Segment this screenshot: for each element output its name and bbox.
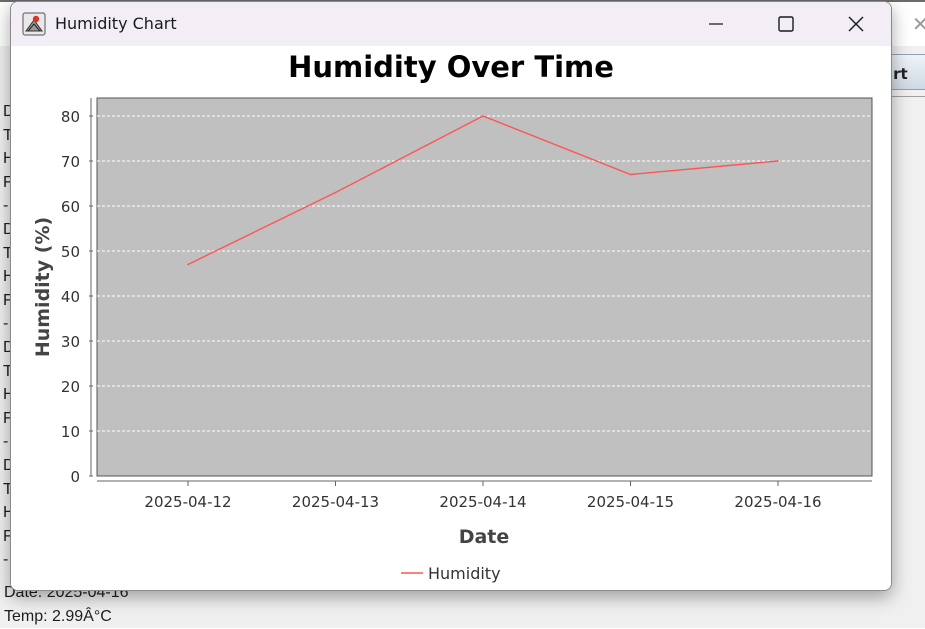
y-tick-label: 70: [61, 153, 80, 171]
close-button[interactable]: [821, 2, 891, 46]
log-line-fragment: D: [3, 220, 15, 238]
log-line-fragment: -: [3, 551, 9, 569]
log-line-fragment: F: [3, 173, 13, 191]
y-tick-label: 30: [61, 333, 80, 351]
maximize-icon: [778, 16, 794, 32]
y-tick-label: 40: [61, 288, 80, 306]
window-title: Humidity Chart: [55, 14, 177, 33]
y-tick-label: 60: [61, 198, 80, 216]
humidity-chart-window: Humidity Chart Humidity Over Time 0 10 20 30…: [10, 1, 892, 591]
log-line-fragment: -: [3, 433, 9, 451]
data-point: [187, 263, 189, 266]
log-line-fragment: D: [3, 103, 15, 120]
log-line-fragment: T: [3, 362, 13, 380]
background-divider: [890, 96, 925, 97]
log-line-fragment: D: [3, 456, 15, 474]
y-tick-label: 20: [61, 378, 80, 396]
chart-panel: Humidity Over Time 0 10 20 30 40 50 60 70 80 2025-…: [11, 46, 891, 590]
log-line-fragment: -: [3, 315, 9, 333]
log-line-fragment: F: [3, 291, 13, 309]
log-line-fragment: D: [3, 338, 15, 356]
log-line-fragment: T: [3, 126, 13, 144]
x-tick-label: 2025-04-15: [587, 493, 674, 511]
data-point: [629, 173, 632, 176]
close-icon: [848, 16, 864, 32]
plot-area: [96, 97, 873, 477]
log-line-fragment: F: [3, 409, 13, 427]
y-tick-label: 80: [61, 108, 80, 126]
x-tick-label: 2025-04-12: [144, 493, 231, 511]
humidity-line-chart: Humidity Over Time 0 10 20 30 40 50 60 70 80 2025-…: [32, 50, 873, 583]
y-tick-label: 10: [61, 423, 80, 441]
java-app-icon: [22, 12, 46, 36]
x-tick-label: 2025-04-14: [439, 493, 526, 511]
chart-title: Humidity Over Time: [288, 50, 614, 84]
background-close-icon[interactable]: ✕: [912, 12, 925, 36]
log-line-fragment: T: [3, 244, 13, 262]
maximize-button[interactable]: [751, 2, 821, 46]
log-line-fragment: H: [3, 268, 15, 286]
log-line-fragment: H: [3, 504, 15, 522]
data-point: [334, 191, 337, 194]
data-point: [777, 160, 779, 162]
y-tick-label: 50: [61, 243, 80, 261]
data-point: [482, 115, 484, 117]
window-titlebar[interactable]: Humidity Chart: [11, 2, 891, 46]
log-line-fragment: H: [3, 150, 15, 168]
log-line-fragment: F: [3, 527, 13, 545]
x-tick-label: 2025-04-13: [292, 493, 379, 511]
log-line-fragment: -: [3, 197, 9, 215]
minimize-icon: [709, 23, 723, 25]
y-tick-label: 0: [70, 468, 80, 486]
y-axis-label: Humidity (%): [32, 217, 54, 357]
legend-label: Humidity: [428, 564, 501, 583]
x-axis-label: Date: [459, 526, 510, 548]
log-line-temp: Temp: 2.99Â°C: [4, 608, 112, 625]
x-tick-label: 2025-04-16: [734, 493, 821, 511]
minimize-button[interactable]: [681, 2, 751, 46]
log-line-fragment: H: [3, 386, 15, 404]
log-line-fragment: T: [3, 480, 13, 498]
